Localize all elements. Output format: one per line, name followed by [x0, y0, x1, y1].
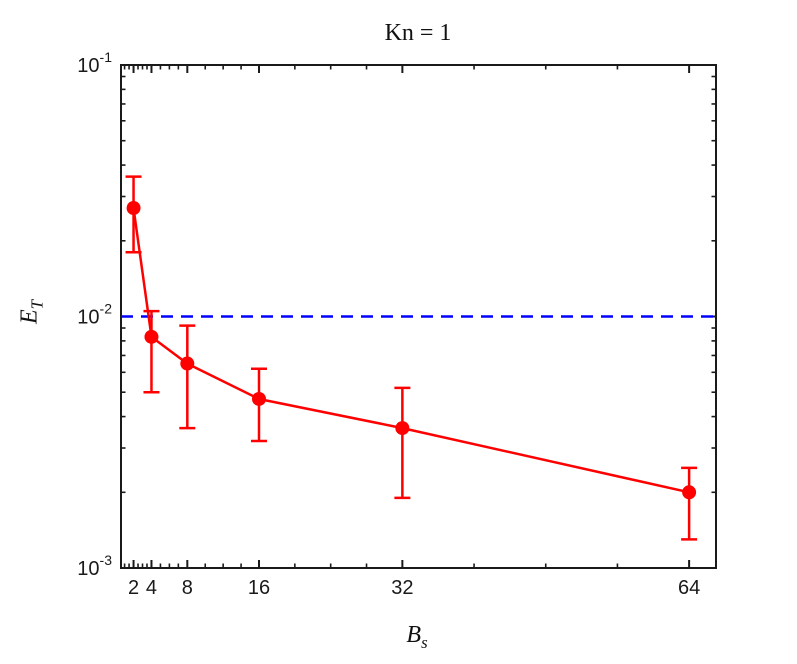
x-tick-label: 64	[678, 577, 700, 599]
y-tick-label: 10-3	[77, 552, 112, 580]
y-axis-label-base: E	[16, 309, 43, 325]
data-line	[132, 206, 691, 494]
x-tick-label: 8	[182, 577, 193, 599]
data-point	[395, 421, 410, 436]
data-point	[144, 329, 159, 344]
figure-title: Kn = 1	[384, 20, 452, 46]
x-tick-label: 16	[248, 577, 270, 599]
data-series	[125, 175, 698, 541]
y-axis-label: ET	[17, 300, 48, 324]
data-point	[682, 485, 697, 500]
y-tick-label: 10-2	[77, 301, 112, 329]
data-point	[126, 201, 141, 216]
y-tick-label: 10-1	[77, 49, 112, 77]
y-axis-label-sub: T	[27, 299, 47, 310]
x-tick-label: 32	[391, 577, 413, 599]
x-axis-label-sub: s	[421, 632, 428, 652]
data-point	[180, 356, 195, 371]
x-tick-label: 2	[128, 577, 139, 599]
data-point	[251, 391, 266, 406]
x-tick-label: 4	[146, 577, 157, 599]
x-axis-label: Bs	[406, 622, 427, 653]
x-axis-label-base: B	[406, 622, 422, 648]
